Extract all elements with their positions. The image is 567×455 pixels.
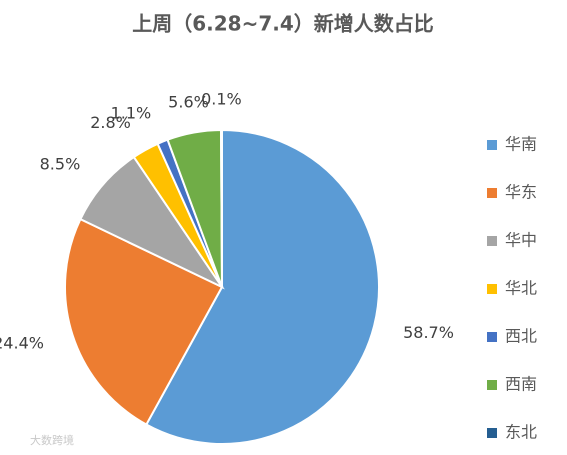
data-label: 2.8% (90, 113, 131, 132)
legend-swatch (487, 332, 497, 342)
chart-title: 上周（6.28~7.4）新增人数占比 (132, 12, 434, 36)
watermark: 大数跨境 (30, 433, 74, 447)
data-label: 5.6% (168, 93, 209, 112)
data-label: 0.1% (201, 90, 242, 109)
data-label: 58.7% (403, 323, 454, 342)
legend-swatch (487, 380, 497, 390)
legend-label: 华北 (505, 279, 537, 298)
legend-label: 西北 (505, 327, 537, 346)
pie-slice (144, 128, 380, 445)
legend-swatch (487, 140, 497, 150)
legend-swatch (487, 284, 497, 294)
legend-swatch (487, 236, 497, 246)
legend-label: 华中 (505, 231, 537, 250)
data-label: 1.1% (111, 103, 152, 122)
legend-label: 华东 (505, 183, 537, 202)
legend-swatch (487, 428, 497, 438)
legend-label: 东北 (505, 423, 537, 442)
legend-swatch (487, 188, 497, 198)
pie-slice (220, 128, 223, 288)
legend-label: 西南 (505, 375, 537, 394)
pie-slice (64, 217, 224, 426)
legend-label: 华南 (505, 135, 537, 154)
data-label: 24.4% (0, 334, 44, 353)
data-label: 8.5% (40, 154, 81, 173)
